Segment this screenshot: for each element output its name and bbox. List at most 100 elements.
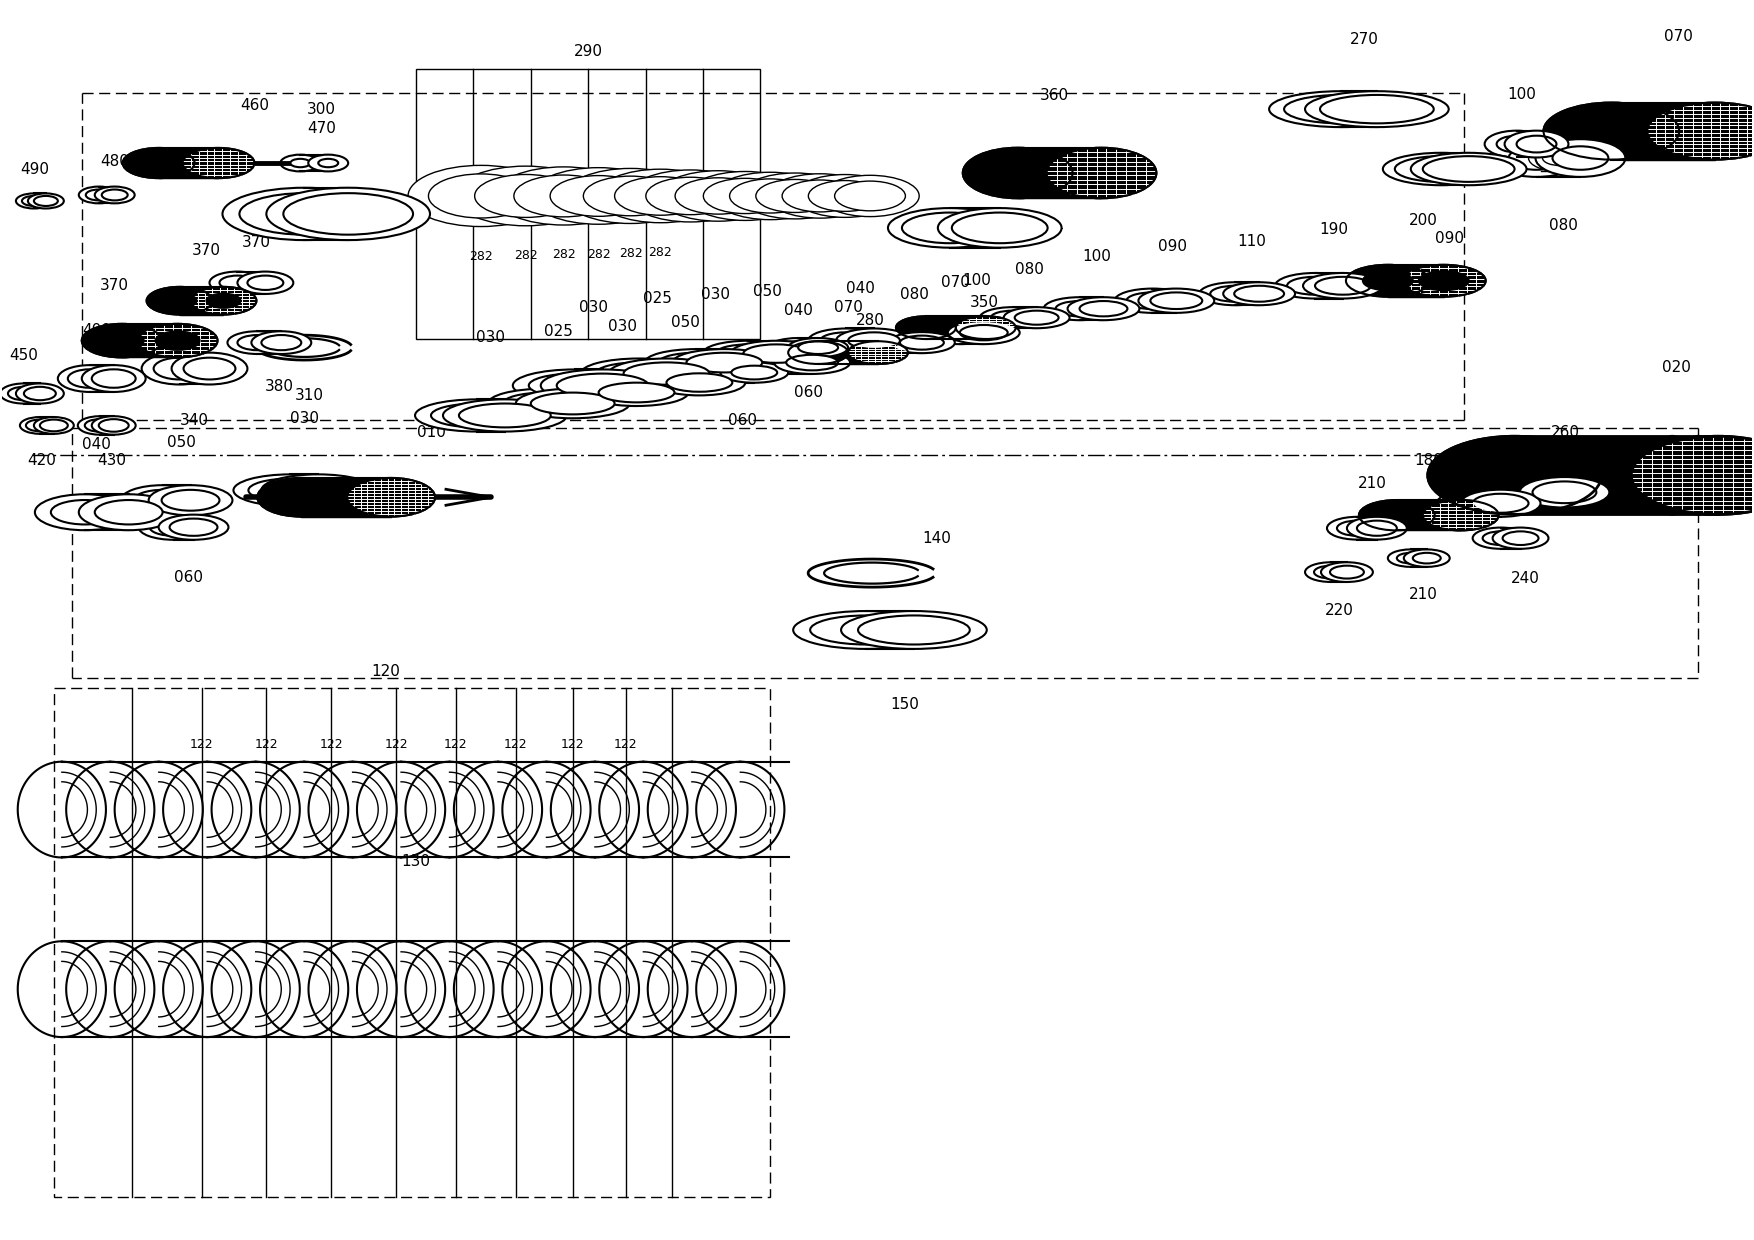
Ellipse shape	[740, 174, 849, 219]
Bar	[54, 688, 770, 1197]
Ellipse shape	[149, 518, 198, 536]
Text: 030: 030	[289, 410, 319, 427]
Ellipse shape	[1484, 130, 1549, 157]
Text: 122: 122	[503, 738, 528, 751]
Polygon shape	[302, 477, 391, 517]
Ellipse shape	[714, 172, 826, 219]
Ellipse shape	[598, 383, 675, 402]
Ellipse shape	[68, 370, 112, 388]
Text: 282: 282	[553, 248, 575, 262]
Ellipse shape	[503, 393, 586, 414]
Text: 310: 310	[295, 388, 324, 403]
Polygon shape	[121, 324, 177, 357]
Ellipse shape	[154, 357, 205, 379]
Ellipse shape	[628, 170, 752, 222]
Ellipse shape	[1126, 293, 1179, 309]
Ellipse shape	[896, 316, 956, 339]
Ellipse shape	[58, 365, 121, 392]
Ellipse shape	[1303, 273, 1382, 299]
Text: 080: 080	[900, 288, 930, 303]
Ellipse shape	[267, 187, 430, 241]
Ellipse shape	[1275, 273, 1354, 299]
Ellipse shape	[686, 352, 763, 372]
Ellipse shape	[137, 324, 217, 357]
Text: 110: 110	[1238, 234, 1266, 249]
Ellipse shape	[1461, 490, 1540, 517]
Text: 050: 050	[752, 284, 782, 299]
Ellipse shape	[207, 294, 240, 308]
Text: 230: 230	[1486, 441, 1515, 456]
Ellipse shape	[444, 399, 567, 432]
Ellipse shape	[1047, 148, 1156, 198]
Text: 340: 340	[181, 413, 209, 428]
Ellipse shape	[1508, 146, 1565, 170]
Text: 370: 370	[100, 278, 130, 293]
Ellipse shape	[26, 419, 54, 432]
Ellipse shape	[1403, 549, 1451, 567]
Text: 470: 470	[307, 120, 335, 135]
Ellipse shape	[409, 165, 554, 227]
Ellipse shape	[247, 275, 284, 290]
Text: 210: 210	[1408, 587, 1438, 601]
Ellipse shape	[1473, 527, 1528, 549]
Ellipse shape	[33, 196, 58, 206]
Text: 090: 090	[1158, 239, 1187, 254]
Ellipse shape	[233, 475, 347, 506]
Ellipse shape	[645, 177, 735, 215]
Ellipse shape	[900, 336, 944, 350]
Ellipse shape	[91, 417, 135, 435]
Ellipse shape	[182, 148, 254, 179]
Polygon shape	[1017, 148, 1102, 198]
Ellipse shape	[1235, 285, 1284, 301]
Ellipse shape	[937, 325, 984, 340]
Text: 350: 350	[970, 295, 1000, 310]
Text: 282: 282	[514, 249, 538, 262]
Ellipse shape	[1151, 293, 1201, 309]
Ellipse shape	[947, 321, 1019, 345]
Ellipse shape	[1284, 95, 1398, 123]
Ellipse shape	[798, 341, 838, 353]
Text: 150: 150	[891, 697, 919, 712]
Ellipse shape	[774, 351, 851, 374]
Ellipse shape	[100, 331, 144, 350]
Ellipse shape	[163, 294, 196, 308]
Text: 090: 090	[1435, 232, 1465, 247]
Ellipse shape	[1316, 277, 1372, 295]
Polygon shape	[1612, 103, 1715, 160]
Ellipse shape	[1437, 490, 1517, 517]
Ellipse shape	[223, 187, 386, 241]
Ellipse shape	[1056, 301, 1103, 316]
Ellipse shape	[1422, 500, 1498, 531]
Ellipse shape	[584, 379, 688, 405]
Ellipse shape	[959, 325, 1009, 340]
Ellipse shape	[1401, 265, 1486, 296]
Ellipse shape	[1428, 436, 1601, 515]
Ellipse shape	[1358, 521, 1396, 536]
Text: 120: 120	[372, 665, 400, 680]
Text: 060: 060	[793, 384, 823, 401]
Ellipse shape	[626, 370, 717, 396]
Ellipse shape	[1412, 553, 1440, 563]
Ellipse shape	[581, 358, 696, 388]
Text: 290: 290	[574, 43, 603, 58]
Ellipse shape	[768, 339, 828, 357]
Ellipse shape	[703, 179, 788, 213]
Text: 282: 282	[649, 247, 672, 259]
Ellipse shape	[821, 332, 872, 348]
Ellipse shape	[1305, 562, 1358, 582]
Ellipse shape	[756, 180, 835, 212]
Ellipse shape	[1347, 517, 1407, 539]
Ellipse shape	[514, 175, 614, 217]
Ellipse shape	[1552, 146, 1608, 170]
Ellipse shape	[956, 316, 1016, 339]
Ellipse shape	[512, 370, 637, 402]
Text: 400: 400	[82, 324, 111, 339]
Ellipse shape	[658, 171, 779, 221]
Text: 420: 420	[28, 453, 56, 467]
Ellipse shape	[1223, 283, 1294, 305]
Ellipse shape	[672, 350, 777, 376]
Ellipse shape	[1394, 156, 1487, 182]
Ellipse shape	[170, 518, 217, 536]
Ellipse shape	[258, 477, 346, 517]
Ellipse shape	[431, 403, 523, 428]
